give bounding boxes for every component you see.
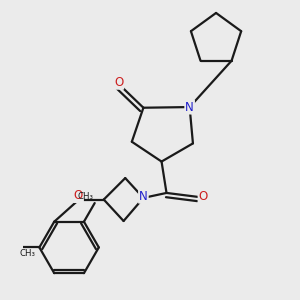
Text: N: N <box>139 190 148 203</box>
Text: O: O <box>199 190 208 203</box>
Text: CH₃: CH₃ <box>77 192 93 201</box>
Text: N: N <box>185 100 194 114</box>
Text: O: O <box>74 189 83 202</box>
Text: CH₃: CH₃ <box>20 249 36 258</box>
Text: O: O <box>114 76 123 89</box>
